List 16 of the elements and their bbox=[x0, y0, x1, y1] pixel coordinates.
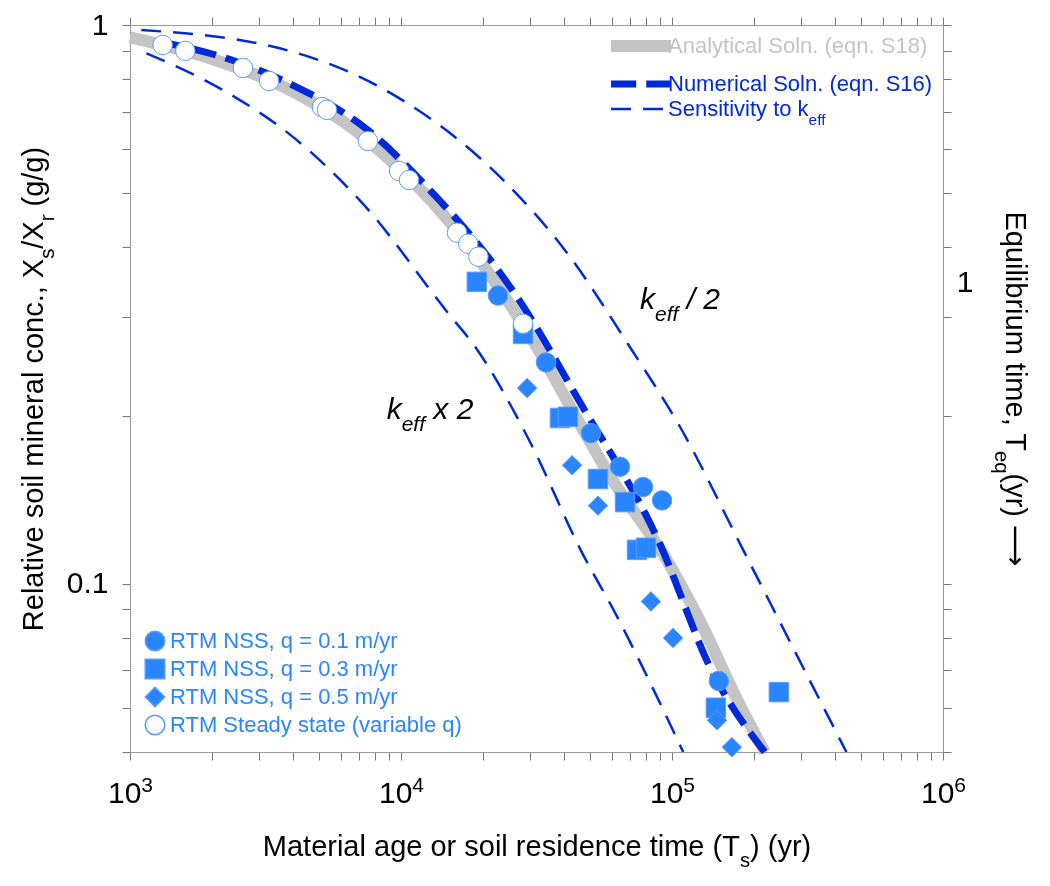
annotation: k$_{eff}$ x 2 bbox=[386, 392, 474, 435]
text: 1 bbox=[956, 265, 974, 298]
x-tick-label: 10$^{4}$ bbox=[378, 772, 425, 809]
annotation: k$_{eff}$ / 2 bbox=[639, 282, 721, 325]
y-tick-label: 0.1 bbox=[66, 566, 109, 600]
x-axis-title: Material age or soil residence time (T$_{s}$) (yr) bbox=[262, 829, 812, 871]
legend-label: RTM NSS, q = 0.5 m/yr bbox=[170, 684, 398, 709]
legend-label: Analytical Soln. (eqn. S18) bbox=[668, 33, 928, 58]
x-tick-label: 10$^{3}$ bbox=[107, 772, 154, 809]
x-tick-label: 10$^{5}$ bbox=[649, 772, 696, 809]
legend-label: Numerical Soln. (eqn. S16) bbox=[668, 71, 933, 96]
legend-label: Sensitivity to k$_{eff}$ bbox=[668, 96, 827, 128]
legend-label: RTM NSS, q = 0.1 m/yr bbox=[170, 628, 398, 653]
x-tick-label: 10$^{6}$ bbox=[920, 772, 967, 809]
legend-label: RTM Steady state (variable q) bbox=[170, 712, 462, 737]
legend-label: RTM NSS, q = 0.3 m/yr bbox=[170, 656, 398, 681]
